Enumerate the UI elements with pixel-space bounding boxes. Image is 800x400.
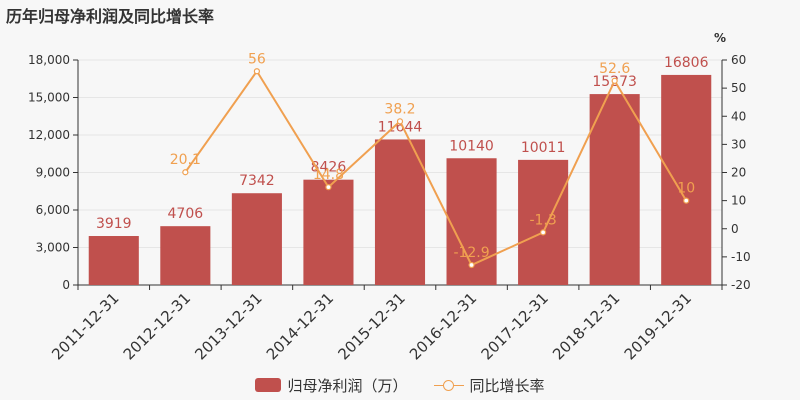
x-tick-label: 2013-12-31 — [191, 289, 265, 363]
bar-data-label: 16806 — [664, 55, 709, 71]
growth-line — [184, 69, 688, 267]
legend: 归母净利润（万） 同比增长率 — [0, 374, 800, 396]
bar — [374, 139, 426, 285]
growth-data-label: -12.9 — [453, 245, 489, 261]
bar-data-label: 10140 — [449, 138, 494, 154]
y-right-tick-label: 0 — [731, 222, 739, 236]
bar — [160, 226, 211, 285]
growth-data-label: 38.2 — [384, 101, 415, 117]
y-right-tick-label: 60 — [731, 53, 746, 67]
y-right-tick-label: 50 — [731, 81, 746, 95]
x-tick-label: 2011-12-31 — [48, 289, 122, 363]
legend-bar-swatch — [255, 378, 282, 392]
y-right-tick-label: 30 — [731, 137, 746, 151]
y-left-tick-label: 0 — [62, 278, 70, 292]
y-right-tick-label: -20 — [731, 278, 751, 292]
x-tick-label: 2015-12-31 — [334, 289, 408, 363]
x-tick-label: 2012-12-31 — [120, 289, 194, 363]
y-right-tick-label: 40 — [731, 109, 746, 123]
bar — [303, 179, 354, 285]
growth-data-label: 56 — [248, 51, 266, 67]
bar-data-label: 3919 — [96, 216, 132, 232]
x-tick-label: 2017-12-31 — [478, 289, 552, 363]
bar-data-label: 7342 — [239, 173, 275, 189]
bar — [589, 94, 640, 286]
growth-point — [253, 68, 260, 75]
bar — [88, 236, 139, 285]
y-left-tick-label: 6,000 — [36, 203, 70, 217]
chart-title: 历年归母净利润及同比增长率 — [6, 7, 215, 26]
bar-data-label: 4706 — [168, 206, 204, 222]
growth-point — [611, 77, 618, 84]
y-right-tick-label: 20 — [731, 166, 746, 180]
growth-data-label: 20.1 — [170, 152, 201, 168]
y-right-unit: % — [714, 31, 726, 45]
growth-point — [396, 118, 404, 125]
x-tick-label: 2019-12-31 — [621, 289, 695, 363]
legend-line-swatch — [433, 378, 464, 392]
growth-data-label: 52.6 — [599, 61, 630, 77]
y-left-tick-label: 9,000 — [36, 166, 70, 180]
growth-point — [540, 229, 547, 236]
growth-point — [325, 184, 332, 191]
legend-bar-label: 归母净利润（万） — [287, 376, 408, 395]
bar — [518, 159, 569, 285]
x-tick-label: 2016-12-31 — [406, 289, 480, 363]
legend-item-line[interactable]: 同比增长率 — [433, 375, 545, 396]
x-tick-label: 2018-12-31 — [549, 289, 623, 363]
growth-point — [468, 261, 475, 269]
y-left-tick-label: 12,000 — [28, 128, 70, 142]
y-right-tick-label: -10 — [731, 250, 751, 264]
growth-point — [683, 197, 690, 204]
growth-data-label: 14.8 — [313, 167, 344, 183]
y-left-tick-label: 15,000 — [28, 91, 70, 105]
growth-data-label: -1.3 — [529, 212, 556, 228]
growth-data-label: 10 — [677, 181, 695, 197]
bar — [661, 74, 712, 285]
y-right-tick-label: 10 — [731, 194, 746, 208]
bar — [231, 193, 282, 285]
legend-item-bar[interactable]: 归母净利润（万） — [255, 375, 408, 396]
x-tick-label: 2014-12-31 — [263, 289, 337, 363]
bar-data-label: 10011 — [521, 140, 566, 156]
legend-line-label: 同比增长率 — [469, 376, 545, 395]
growth-point — [182, 169, 189, 176]
y-left-tick-label: 3,000 — [36, 241, 70, 255]
y-left-tick-label: 18,000 — [28, 53, 70, 67]
